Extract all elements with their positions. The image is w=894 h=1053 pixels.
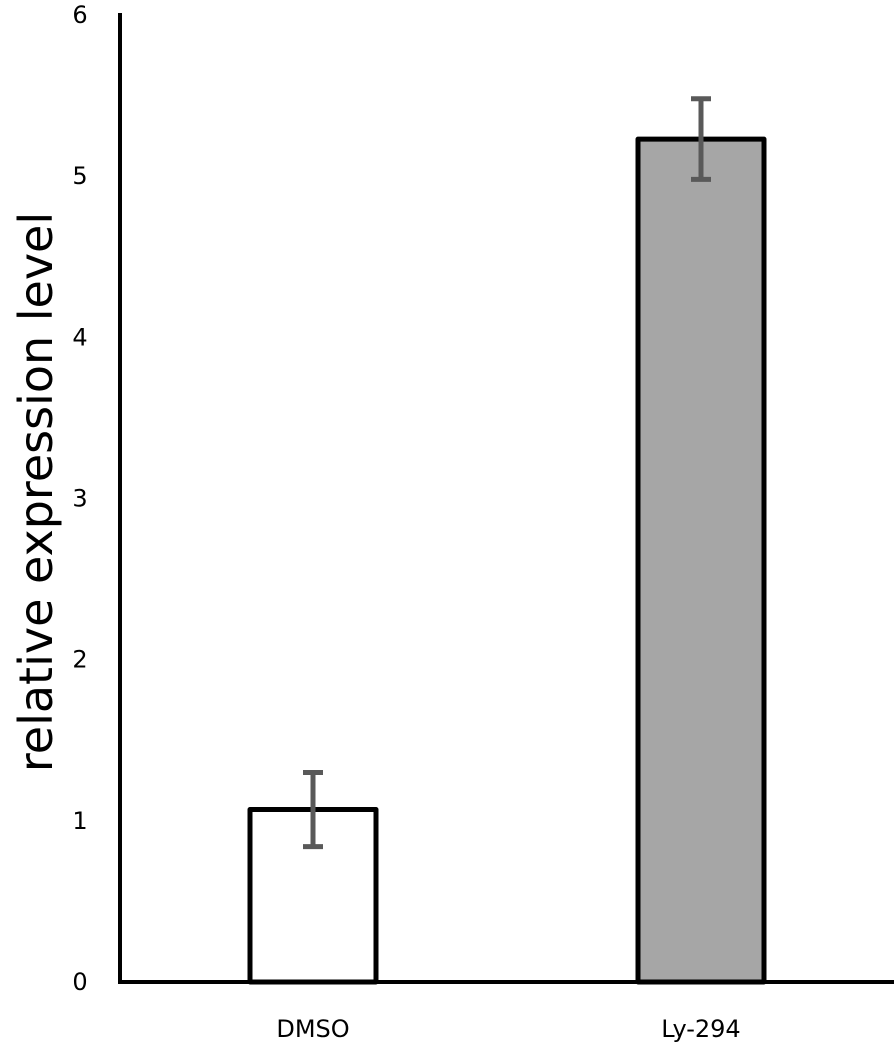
y-tick-label: 5	[72, 162, 87, 190]
y-tick-label: 1	[72, 807, 87, 835]
y-tick-label: 6	[72, 1, 87, 29]
y-axis-label: relative expression level	[9, 212, 63, 772]
y-tick-label: 2	[72, 646, 87, 674]
y-tick-label: 0	[72, 968, 87, 996]
y-tick-label: 4	[72, 323, 87, 351]
y-tick-label: 3	[72, 485, 87, 513]
x-tick-label: DMSO	[276, 1015, 349, 1043]
error-bar	[303, 769, 323, 850]
bar-ly-294	[635, 136, 767, 985]
error-bar	[691, 96, 711, 182]
x-tick-label: Ly-294	[661, 1015, 740, 1043]
